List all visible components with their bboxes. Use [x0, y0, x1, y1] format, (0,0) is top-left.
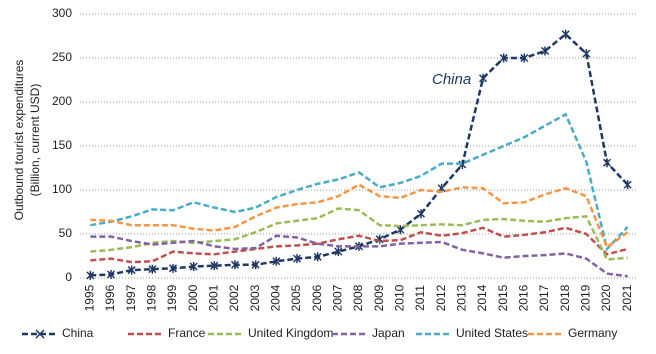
point-marker — [189, 262, 198, 272]
x-tick-label: 2004 — [269, 284, 283, 311]
x-tick-label: 1995 — [83, 284, 97, 311]
point-marker — [478, 73, 488, 83]
point-marker — [127, 265, 136, 275]
point-marker — [106, 269, 116, 279]
x-tick-label: 1998 — [145, 284, 159, 311]
point-marker — [416, 209, 426, 219]
point-marker — [623, 180, 632, 190]
point-marker — [230, 260, 240, 270]
x-tick-label: 2019 — [579, 284, 593, 311]
x-tick-label: 2012 — [434, 284, 448, 311]
x-tick-label: 2005 — [289, 284, 303, 311]
y-tick-label: 0 — [65, 270, 72, 284]
point-marker — [251, 260, 260, 270]
y-tick-label: 250 — [52, 50, 72, 64]
legend-label: United Kingdom — [248, 326, 333, 340]
x-tick-label: 2009 — [372, 284, 386, 311]
point-marker — [499, 53, 508, 63]
y-tick-label: 300 — [52, 6, 72, 20]
y-axis-label: (Billion, current USD) — [28, 84, 42, 197]
series-line — [90, 226, 628, 264]
x-tick-label: 2002 — [227, 284, 241, 311]
x-tick-label: 2020 — [599, 284, 613, 311]
x-tick-label: 2001 — [207, 284, 221, 311]
point-marker — [148, 264, 157, 274]
point-marker — [292, 254, 302, 264]
point-marker — [313, 252, 322, 262]
legend-label: France — [168, 326, 206, 340]
point-marker — [561, 29, 570, 39]
y-tick-label: 50 — [59, 226, 73, 240]
legend-label: Germany — [568, 326, 617, 340]
x-tick-label: 2000 — [186, 284, 200, 311]
x-tick-label: 2013 — [455, 284, 469, 311]
x-tick-label: 2006 — [310, 284, 324, 311]
point-marker — [602, 158, 612, 168]
x-tick-label: 2010 — [393, 284, 407, 311]
y-axis-label: Outbound tourist expenditures — [12, 60, 26, 221]
series-line — [90, 183, 629, 250]
x-tick-label: 2011 — [413, 285, 427, 311]
legend-label: China — [62, 326, 94, 340]
x-tick-label: 2018 — [558, 284, 572, 311]
x-tick-label: 2017 — [537, 284, 551, 311]
y-tick-label: 200 — [52, 94, 72, 108]
point-marker — [168, 263, 178, 273]
x-tick-label: 1999 — [165, 284, 179, 311]
x-tick-label: 1996 — [103, 284, 117, 311]
x-tick-label: 2008 — [351, 284, 365, 311]
point-marker — [272, 256, 281, 266]
point-marker — [396, 225, 405, 235]
x-tick-label: 2007 — [331, 284, 345, 311]
x-tick-label: 1997 — [124, 284, 138, 311]
point-marker — [210, 261, 219, 271]
x-tick-label: 2015 — [496, 284, 510, 311]
y-tick-label: 100 — [52, 182, 72, 196]
series-line — [90, 32, 629, 277]
point-marker — [520, 53, 529, 63]
y-tick-label: 150 — [52, 138, 72, 152]
legend-label: United States — [456, 326, 528, 340]
point-marker — [86, 270, 95, 280]
annotation: China — [432, 71, 471, 88]
point-marker — [334, 247, 343, 257]
x-tick-label: 2003 — [248, 284, 262, 311]
legend-marker — [35, 329, 45, 339]
legend-label: Japan — [372, 326, 405, 340]
x-tick-label: 2014 — [475, 284, 489, 311]
x-tick-label: 2021 — [620, 284, 634, 311]
x-tick-label: 2016 — [517, 284, 531, 311]
series-line — [90, 234, 628, 278]
point-marker — [582, 49, 591, 59]
series-line — [90, 112, 629, 252]
point-marker — [540, 46, 550, 56]
